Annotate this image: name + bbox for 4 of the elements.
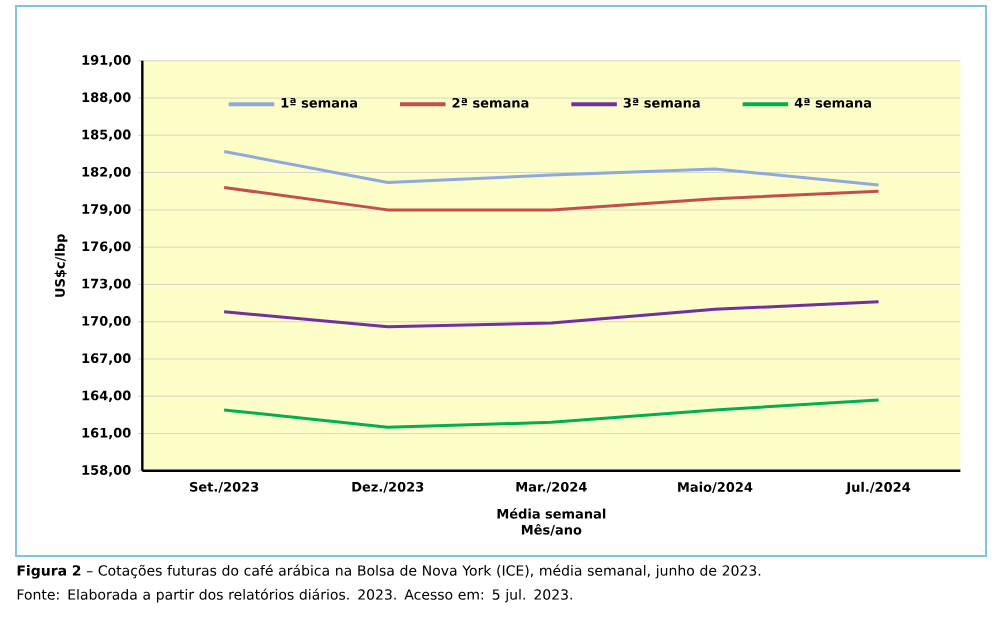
line-series (222, 186, 881, 212)
line-series (222, 300, 881, 329)
line-series (222, 149, 881, 187)
line-series (222, 398, 881, 429)
